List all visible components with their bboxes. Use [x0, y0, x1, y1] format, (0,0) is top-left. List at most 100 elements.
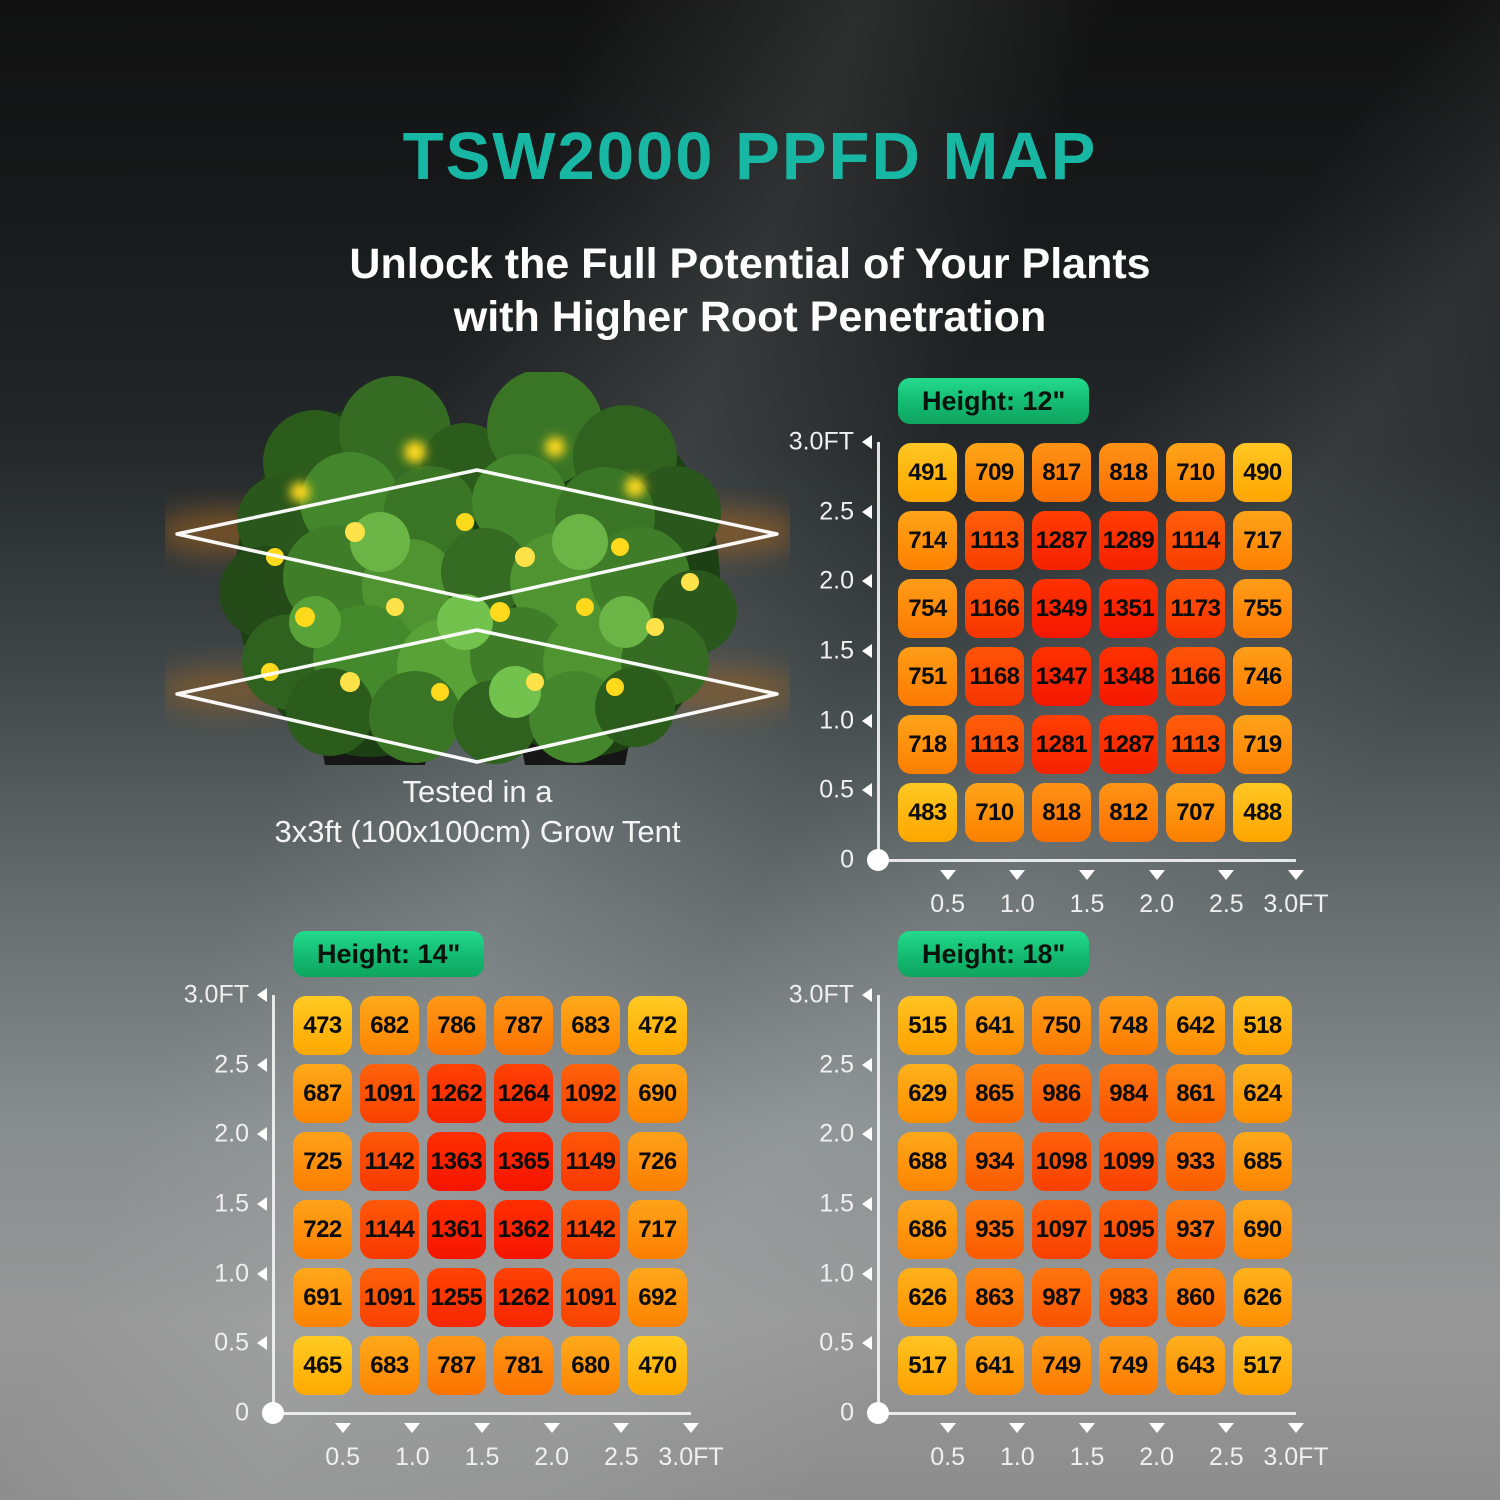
x-axis-line	[878, 1412, 1296, 1415]
x-tick-label: 1.5	[1069, 1443, 1105, 1471]
ppfd-cell: 1113	[1166, 715, 1225, 774]
y-tick-label: 1.0	[214, 1259, 249, 1288]
ppfd-cell: 786	[427, 996, 486, 1055]
y-axis-line	[272, 995, 275, 1413]
x-tick-marker	[1148, 870, 1165, 880]
page-subtitle-line1: Unlock the Full Potential of Your Plants	[349, 240, 1151, 288]
ppfd-cell: 1099	[1099, 1132, 1158, 1191]
y-tick-label: 1.0	[819, 1259, 854, 1288]
ppfd-cell: 787	[427, 1336, 486, 1395]
y-tick-label: 2.0	[819, 566, 854, 595]
ppfd-cell: 688	[898, 1132, 957, 1191]
ppfd-cell: 755	[1233, 579, 1292, 638]
ppfd-cell: 680	[561, 1336, 620, 1395]
x-tick-marker	[939, 1423, 956, 1433]
x-tick-label: 2.5	[1208, 1443, 1244, 1471]
ppfd-cell: 629	[898, 1064, 957, 1123]
ppfd-cell: 1114	[1166, 511, 1225, 570]
x-tick-label: 0.5	[325, 1443, 361, 1471]
y-tick-marker	[862, 435, 872, 449]
x-axis-line	[878, 859, 1296, 862]
plant-illustration: Tested in a 3x3ft (100x100cm) Grow Tent	[165, 372, 790, 872]
ppfd-cell: 707	[1166, 783, 1225, 842]
ppfd-chart-height-14: Height: 14" 3.0FT 2.5 2.0 1.5 1.0 0.5 0 0.5 1.0 1.…	[163, 925, 728, 1500]
y-tick-label: 1.5	[214, 1189, 249, 1218]
ppfd-cell: 1281	[1032, 715, 1091, 774]
ppfd-cell: 710	[1166, 443, 1225, 502]
flowers2	[261, 513, 699, 701]
x-tick-label: 0.5	[930, 1443, 966, 1471]
x-tick-label: 1.5	[1069, 890, 1105, 918]
x-tick-marker	[1148, 1423, 1165, 1433]
ppfd-cell: 641	[965, 996, 1024, 1055]
ppfd-cell: 1173	[1166, 579, 1225, 638]
x-tick-label: 1.0	[999, 890, 1035, 918]
y-tick-label: 0	[840, 845, 854, 874]
ppfd-cell: 1287	[1099, 715, 1158, 774]
x-tick-label: 3.0FT	[1263, 890, 1329, 918]
y-tick-marker	[257, 988, 267, 1002]
x-tick-marker	[1079, 1423, 1095, 1433]
ppfd-cell: 515	[898, 996, 957, 1055]
ppfd-cell: 483	[898, 783, 957, 842]
y-tick-marker	[862, 504, 872, 519]
y-tick-marker	[862, 1197, 872, 1211]
ppfd-cell: 1362	[494, 1200, 553, 1259]
ppfd-cell: 685	[1233, 1132, 1292, 1191]
ppfd-cell: 682	[360, 996, 419, 1055]
ppfd-cell: 1363	[427, 1132, 486, 1191]
ppfd-cell: 719	[1233, 715, 1292, 774]
ppfd-cell: 1113	[965, 511, 1024, 570]
ppfd-cell: 1166	[965, 579, 1024, 638]
x-tick-label: 2.5	[603, 1443, 639, 1471]
x-tick-marker	[939, 870, 956, 880]
axis-origin-dot	[262, 1402, 284, 1424]
ppfd-cell: 818	[1099, 443, 1158, 502]
ppfd-cell: 1142	[360, 1132, 419, 1191]
ppfd-cell: 518	[1233, 996, 1292, 1055]
ppfd-cell: 726	[628, 1132, 687, 1191]
x-tick-label: 3.0FT	[1263, 1443, 1329, 1471]
ppfd-cell: 933	[1166, 1132, 1225, 1191]
grow-tent-plants-image	[165, 372, 790, 765]
x-tick-marker	[1218, 1423, 1235, 1433]
y-tick-label: 2.5	[214, 1050, 249, 1079]
y-axis-line	[877, 995, 880, 1413]
y-tick-marker	[862, 988, 872, 1002]
ppfd-cell: 1166	[1166, 647, 1225, 706]
ppfd-cell: 465	[293, 1336, 352, 1395]
page-subtitle: Unlock the Full Potential of Your Plants…	[0, 238, 1500, 344]
page-title: TSW2000 PPFD MAP	[402, 119, 1098, 194]
ppfd-cell: 690	[1233, 1200, 1292, 1259]
ppfd-cell: 860	[1166, 1268, 1225, 1327]
ppfd-cell: 1092	[561, 1064, 620, 1123]
x-axis-line	[273, 1412, 691, 1415]
x-tick-marker	[334, 1423, 351, 1433]
ppfd-cell: 1347	[1032, 647, 1091, 706]
ppfd-cell: 687	[293, 1064, 352, 1123]
y-tick-marker	[862, 644, 872, 658]
ppfd-cell: 517	[1233, 1336, 1292, 1395]
ppfd-cell: 751	[898, 647, 957, 706]
ppfd-cell: 472	[628, 996, 687, 1055]
ppfd-cell: 865	[965, 1064, 1024, 1123]
ppfd-cell: 692	[628, 1268, 687, 1327]
axis-origin-dot	[867, 849, 889, 871]
ppfd-cell: 1091	[360, 1064, 419, 1123]
x-tick-marker	[543, 1423, 560, 1433]
foliage	[219, 372, 737, 764]
y-tick-marker	[257, 1266, 267, 1281]
ppfd-cell: 470	[628, 1336, 687, 1395]
x-tick-label: 2.0	[1139, 890, 1175, 918]
x-tick-label: 0.5	[930, 890, 966, 918]
y-tick-marker	[862, 1057, 872, 1072]
ppfd-cell: 490	[1233, 443, 1292, 502]
y-tick-marker	[257, 1197, 267, 1211]
ppfd-cell: 717	[1233, 511, 1292, 570]
x-tick-marker	[1009, 870, 1026, 880]
y-tick-label: 2.0	[819, 1119, 854, 1148]
ppfd-cell: 718	[898, 715, 957, 774]
y-tick-label: 1.5	[819, 636, 854, 665]
ppfd-cell: 986	[1032, 1064, 1091, 1123]
